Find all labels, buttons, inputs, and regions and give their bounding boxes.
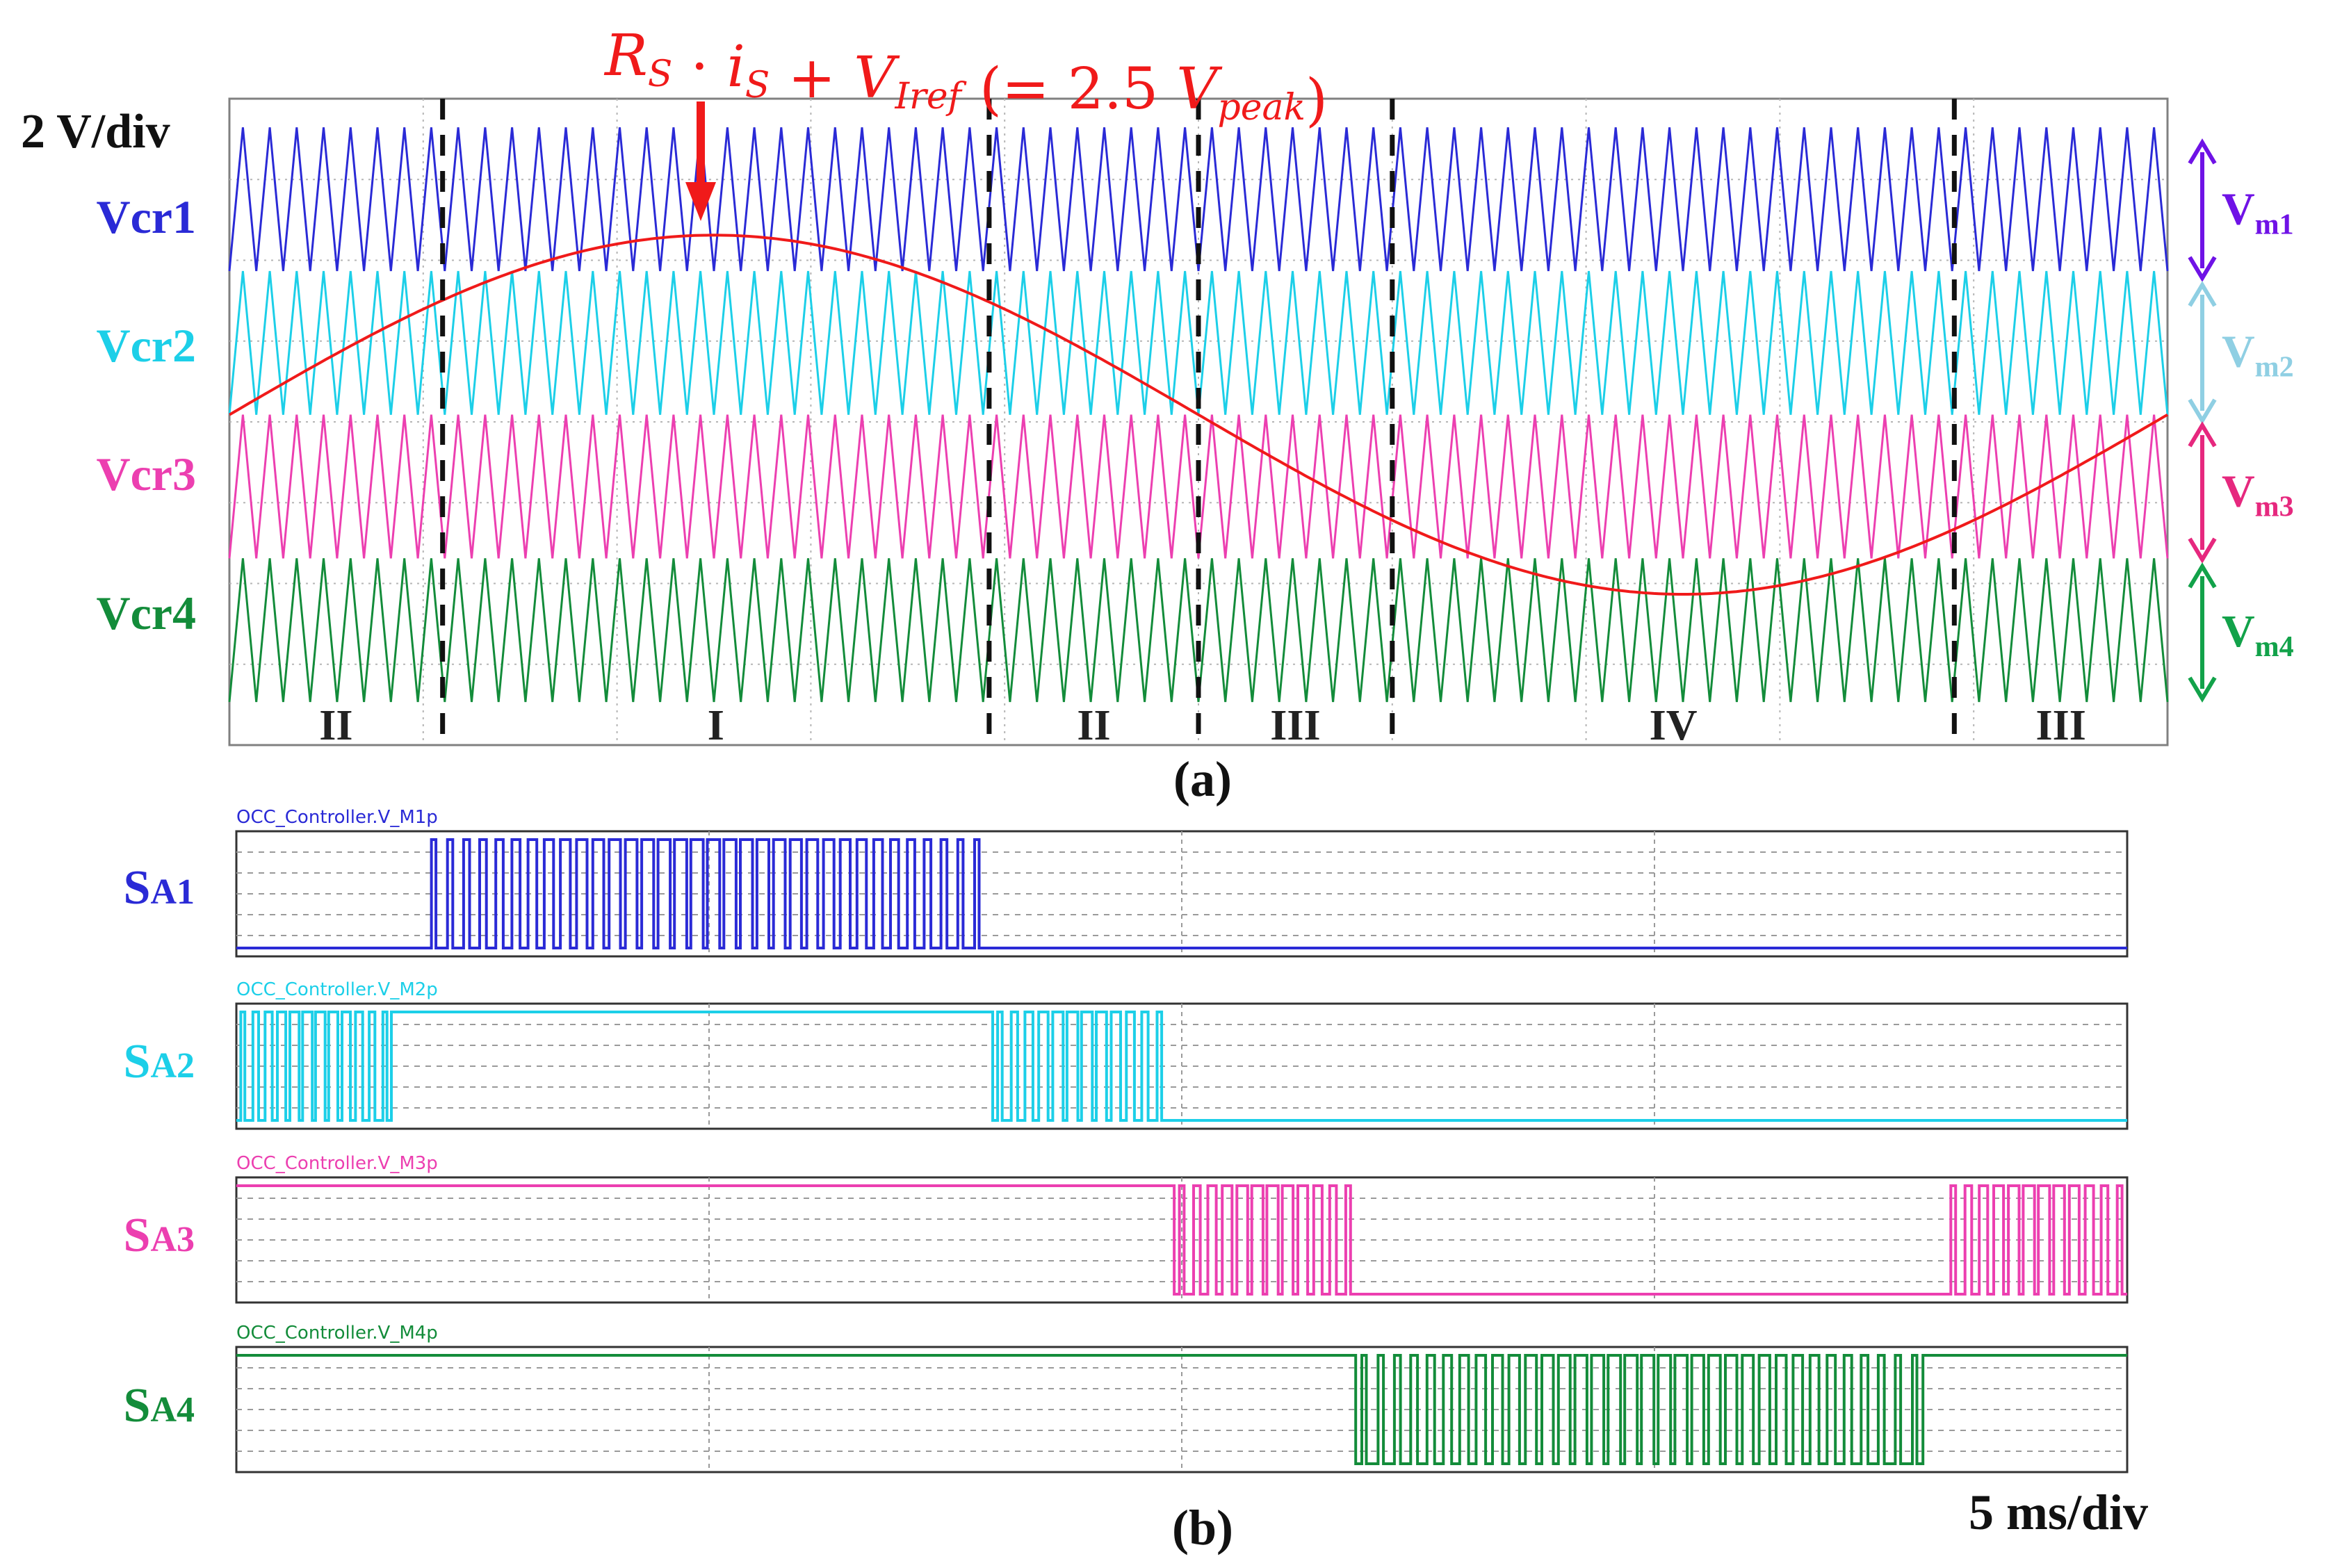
caption-a: (a) — [1173, 751, 1232, 807]
carrier-wave-vcr3 — [228, 414, 2169, 559]
carrier-label-vcr1: Vcr1 — [97, 190, 196, 243]
signal-label-sa1: SA1 — [124, 861, 195, 915]
trace-label-sa3: OCC_Controller.V_M3p — [236, 1153, 438, 1174]
reference-annotation: RS · iS + VIref (= 2.5 Vpeak) — [603, 23, 1328, 133]
band-arrow-head — [2188, 256, 2217, 282]
band-arrow-head — [2188, 398, 2217, 425]
signal-label-sa4: SA4 — [124, 1379, 195, 1432]
carrier-label-vcr3: Vcr3 — [97, 448, 196, 500]
panel-a-frame — [228, 97, 2169, 746]
signal-label-sa3: SA3 — [124, 1209, 195, 1262]
band-arrow-head — [2188, 421, 2217, 448]
carrier-wave-vcr1 — [228, 127, 2169, 272]
carrier-label-vcr4: Vcr4 — [97, 587, 196, 639]
carrier-label-vcr2: Vcr2 — [97, 319, 196, 372]
signal-row-sa3: OCC_Controller.V_M3p SA3 — [124, 1153, 2129, 1304]
region-label: III — [1270, 702, 1320, 749]
trace-label-sa1: OCC_Controller.V_M1p — [236, 807, 438, 828]
signal-row-sa1: OCC_Controller.V_M1p SA1 — [124, 807, 2129, 958]
panel-b: OCC_Controller.V_M1pSA1OCC_Controller.V_… — [124, 807, 2149, 1555]
switching-waveform-sa2 — [236, 1011, 2127, 1122]
band-label-vm3: Vm3 — [2222, 466, 2294, 523]
band-label-vm4: Vm4 — [2222, 606, 2294, 663]
reference-sine — [228, 234, 2168, 596]
region-label: II — [319, 702, 352, 749]
caption-b: (b) — [1172, 1500, 1233, 1555]
band-arrow-head — [2188, 562, 2217, 589]
region-label: III — [2035, 702, 2085, 749]
band-arrow-head — [2188, 537, 2217, 564]
signal-row-sa4: OCC_Controller.V_M4p SA4 — [124, 1323, 2129, 1473]
time-per-div-label: 5 ms/div — [1969, 1485, 2148, 1540]
switching-waveform-sa1 — [236, 838, 2127, 949]
annotation-arrow-head — [685, 182, 716, 221]
band-label-vm2: Vm2 — [2222, 327, 2294, 384]
switching-waveform-sa4 — [236, 1354, 2127, 1465]
band-arrow-head — [2188, 281, 2217, 307]
switching-waveform-sa3 — [236, 1184, 2127, 1296]
region-label: I — [708, 702, 724, 749]
trace-label-sa4: OCC_Controller.V_M4p — [236, 1323, 438, 1344]
trace-label-sa2: OCC_Controller.V_M2p — [236, 979, 438, 1000]
band-label-vm1: Vm1 — [2222, 184, 2294, 241]
signal-row-sa2: OCC_Controller.V_M2p SA2 — [124, 979, 2129, 1130]
band-arrow-head — [2188, 676, 2217, 703]
region-label: II — [1077, 702, 1110, 749]
region-label: IV — [1650, 702, 1698, 749]
carrier-wave-vcr4 — [228, 558, 2169, 703]
signal-label-sa2: SA2 — [124, 1035, 195, 1088]
band-arrow-head — [2188, 138, 2217, 165]
volts-per-div-label: 2 V/div — [21, 105, 170, 158]
